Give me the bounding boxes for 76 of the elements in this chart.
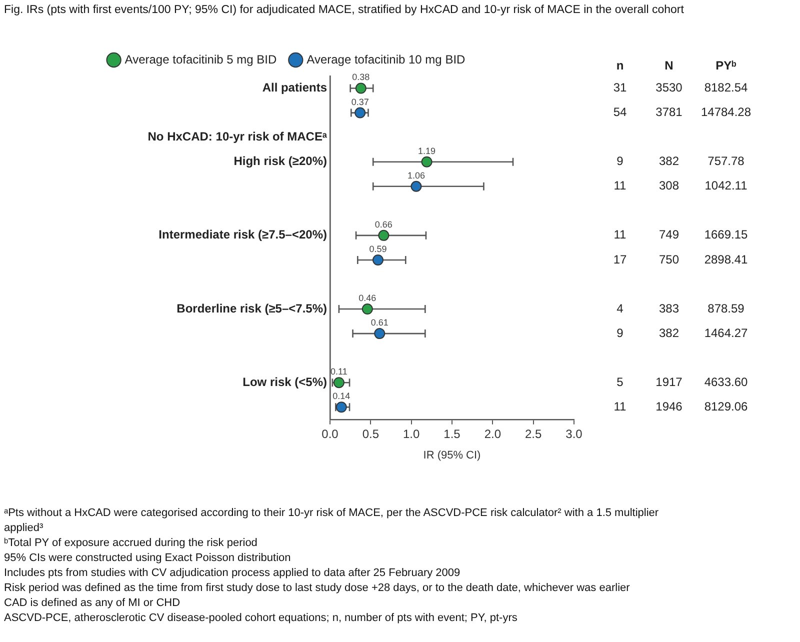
point [354, 107, 366, 118]
text: 9 [616, 154, 624, 168]
y-tick-label: Borderline risk (≥5–<7.5%) [176, 301, 327, 316]
text: 749 [658, 228, 680, 242]
text: 95% CIs were constructed using Exact Poisson distribution [4, 551, 292, 566]
data-label: 0.66 [374, 219, 392, 230]
text: 8129.06 [704, 399, 748, 414]
text: 8182.54 [704, 80, 748, 95]
point [421, 156, 432, 168]
x-tick-label: 1.5 [444, 426, 461, 441]
text: 4633.60 [704, 374, 748, 389]
data-label: 1.19 [418, 146, 436, 156]
data-label: 0.37 [351, 96, 369, 107]
text: 5 [616, 374, 624, 389]
text: 3530 [656, 80, 683, 95]
x-tick-label: 1.0 [402, 426, 420, 441]
point [355, 82, 366, 94]
point [333, 377, 344, 388]
x-tick-label: 0.5 [362, 426, 380, 441]
point [372, 254, 384, 266]
data-label: 1.06 [407, 170, 425, 180]
text: 14784.28 [700, 105, 752, 120]
point [410, 180, 422, 192]
text: Risk period was defined as the time from first study dose to last study dose +28 days, or to the death date, whichever was earlier [4, 581, 631, 596]
text: PYᵇ [716, 58, 737, 73]
text: 11 [614, 178, 627, 193]
x-tick-label: 2.5 [524, 426, 542, 441]
point [374, 328, 386, 340]
text: ASCVD-PCE, atherosclerotic CV disease-pooled cohort equations; n, number of pts with event; PY, pt-yrs [4, 611, 518, 626]
data-label: 0.46 [358, 293, 376, 304]
data-label: 0.11 [330, 366, 348, 377]
text: N [664, 58, 674, 73]
text: 9 [616, 326, 624, 340]
y-tick-label: High risk (≥20%) [234, 154, 327, 168]
text: 31 [613, 80, 627, 95]
text: 4 [616, 301, 624, 316]
text: 750 [658, 252, 680, 266]
text: 878.59 [708, 301, 745, 316]
text: 11 [614, 399, 627, 414]
x-tick-label: 0.0 [322, 426, 339, 441]
legend-label: Average tofacitinib 10 mg BID [306, 52, 466, 66]
x-tick-label: 2.0 [484, 426, 502, 441]
data-label: 0.61 [370, 318, 388, 328]
text: Includes pts from studies with CV adjudication process applied to data after 25 February 2009 [4, 566, 462, 581]
text: 2898.41 [704, 252, 748, 266]
text: 1464.27 [704, 326, 748, 340]
x-axis-title: IR (95% CI) [423, 449, 481, 462]
text: n [616, 58, 624, 73]
text: 383 [658, 301, 680, 316]
x-tick-label: 3.0 [566, 426, 583, 441]
y-tick-label: No HxCAD: 10-yr risk of MACEᵃ [148, 130, 328, 144]
text: 11 [614, 228, 627, 242]
point [362, 304, 373, 315]
text: 757.78 [708, 154, 745, 168]
text: 1917 [656, 374, 683, 389]
data-label: 0.59 [369, 244, 387, 254]
text: CAD is defined as any of MI or CHD [4, 596, 182, 611]
point [378, 230, 390, 241]
text: 17 [613, 252, 627, 266]
y-tick-label: Intermediate risk (≥7.5–<20%) [158, 228, 327, 242]
y-tick-label: Low risk (<5%) [242, 374, 327, 389]
text: ᵇTotal PY of exposure accrued during the risk period [4, 536, 258, 551]
text: 1669.15 [704, 228, 748, 242]
text: 54 [613, 105, 627, 120]
point [336, 402, 347, 413]
text: 382 [658, 326, 680, 340]
data-label: 0.38 [352, 72, 370, 82]
legend-label: Average tofacitinib 5 mg BID [124, 52, 277, 66]
text: 1946 [656, 399, 683, 414]
text: 1042.11 [704, 178, 748, 193]
text: 3781 [656, 105, 683, 120]
data-label: 0.14 [332, 391, 350, 402]
y-tick-label: All patients [262, 80, 328, 95]
text: 382 [658, 154, 680, 168]
text: 308 [658, 178, 680, 193]
chart-title: Fig. IRs (pts with first events/100 PY; 95% CI) for adjudicated MACE, stratified by HxCAD and 10-yr risk of MACE in the overall cohort [4, 4, 684, 16]
